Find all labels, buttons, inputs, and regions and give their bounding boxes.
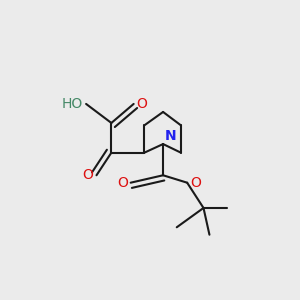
Text: O: O: [117, 176, 128, 190]
Text: HO: HO: [62, 97, 83, 111]
Text: O: O: [83, 168, 94, 182]
Text: O: O: [136, 97, 148, 111]
Text: O: O: [190, 176, 201, 190]
Text: N: N: [165, 129, 176, 142]
